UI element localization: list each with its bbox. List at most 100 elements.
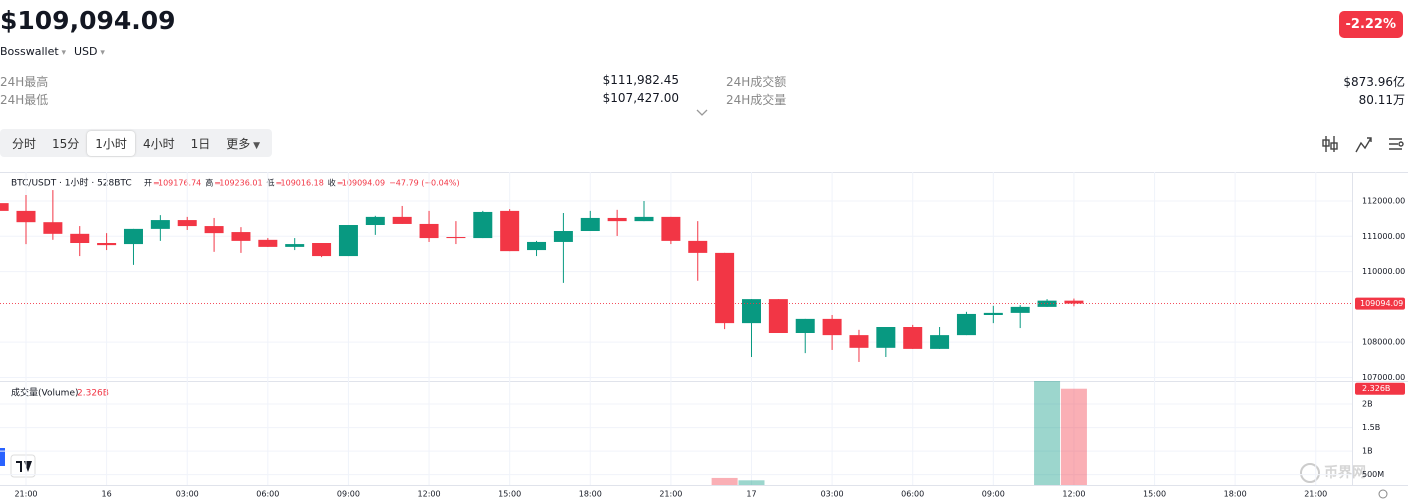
candle-body xyxy=(258,239,278,247)
volume-tick-label: 2B xyxy=(1362,400,1373,409)
interval-tab[interactable]: 15分 xyxy=(52,136,80,151)
interval-tab[interactable]: 更多 ▼ xyxy=(226,136,261,151)
x-tick-label: 06:00 xyxy=(901,490,924,499)
candle-body xyxy=(715,252,735,324)
candle-body xyxy=(97,243,117,246)
x-tick-label: 18:00 xyxy=(1224,490,1247,499)
candle-body xyxy=(338,225,358,257)
volume-value: 2.326B xyxy=(77,389,109,399)
candle-body xyxy=(1064,300,1084,304)
y-tick-label: 107000.00 xyxy=(1362,373,1405,382)
stat-label: 24H成交额 xyxy=(726,75,787,89)
candle-body xyxy=(876,327,896,348)
candle-body xyxy=(16,210,36,223)
candle-body xyxy=(527,241,547,251)
candle-body xyxy=(741,299,761,324)
x-tick-label: 15:00 xyxy=(498,490,521,499)
legend-eq: = xyxy=(153,179,160,188)
toolbar-icons[interactable] xyxy=(1320,133,1405,155)
candle-body xyxy=(607,217,627,222)
tv-logo-mark xyxy=(16,461,32,472)
change-badge: -2.22% xyxy=(1338,11,1403,38)
tv-logo xyxy=(10,454,36,478)
last-price-tag xyxy=(1355,297,1405,310)
volume-tick-label: 500M xyxy=(1362,470,1384,479)
y-tick-label: 108000.00 xyxy=(1362,338,1405,347)
x-tick-label: 03:00 xyxy=(821,490,844,499)
candle-body xyxy=(419,223,439,239)
x-tick-label: 21:00 xyxy=(14,490,37,499)
interval-tab[interactable]: 1小时 xyxy=(87,130,135,156)
candle-body xyxy=(365,216,385,226)
side-handle[interactable] xyxy=(0,448,5,466)
stat-label: 24H成交量 xyxy=(726,93,787,107)
interval-tab[interactable]: 4小时 xyxy=(142,136,175,151)
legend-value: 109016.18 xyxy=(281,179,324,188)
candle-body xyxy=(983,312,1003,316)
volume-bar xyxy=(1060,388,1087,485)
stat-label: 24H最高 xyxy=(0,75,49,89)
stat-value: $873.96亿 xyxy=(1343,75,1405,89)
candle-body xyxy=(956,313,976,336)
x-tick-label: 06:00 xyxy=(256,490,279,499)
candle-body xyxy=(634,216,654,222)
volume-tag-label: 2.326B xyxy=(1362,384,1390,393)
x-tick-label: 18:00 xyxy=(579,490,602,499)
x-tick-label: 21:00 xyxy=(659,490,682,499)
stat-value: $107,427.00 xyxy=(602,91,679,105)
candle-body xyxy=(150,220,170,229)
candle-body xyxy=(285,244,305,247)
volume-bar xyxy=(711,477,738,485)
candle-body xyxy=(822,318,842,336)
wallet-select[interactable]: Bosswallet xyxy=(0,45,66,58)
candle-body xyxy=(768,299,788,334)
last-price-label: 109094.09 xyxy=(1360,299,1403,308)
watermark-icon xyxy=(1300,463,1320,483)
candle-body xyxy=(903,327,923,349)
y-tick-label: 111000.00 xyxy=(1362,232,1405,241)
currency-select[interactable]: USD xyxy=(74,45,105,58)
candle-body xyxy=(312,243,332,257)
x-tick-label: 09:00 xyxy=(982,490,1005,499)
y-tick-label: 110000.00 xyxy=(1362,267,1405,276)
legend-value: 109176.74 xyxy=(158,179,201,188)
symbol: BTC/USDT · 1小时 · 528BTC xyxy=(11,177,132,189)
candle-body xyxy=(177,220,197,227)
x-tick-label: 12:00 xyxy=(1062,490,1085,499)
settings-icon[interactable] xyxy=(1378,489,1388,499)
candle-body xyxy=(231,232,251,241)
candle-body xyxy=(392,216,412,224)
candle-body xyxy=(930,335,950,349)
legend-key: 开 xyxy=(144,179,152,188)
legend-eq: = xyxy=(214,179,221,188)
legend-key: 高 xyxy=(205,178,213,188)
volume-tick-label: 1B xyxy=(1362,447,1373,456)
interval-tab[interactable]: 分时 xyxy=(12,136,37,151)
stat-label: 24H最低 xyxy=(0,93,49,107)
legend-value: 109236.01 xyxy=(219,179,262,188)
candle-body xyxy=(43,222,63,234)
price: $109,094.09 xyxy=(0,6,176,35)
candle-body xyxy=(500,210,520,252)
x-tick-label: 21:00 xyxy=(1304,490,1327,499)
volume-tag xyxy=(1355,382,1405,395)
expand-icon[interactable] xyxy=(695,108,709,118)
x-tick-label: 03:00 xyxy=(176,490,199,499)
candle-body xyxy=(446,237,466,239)
watermark: 币界网 xyxy=(1324,465,1366,481)
candle-body xyxy=(473,211,493,239)
candle-body xyxy=(688,240,708,253)
x-tick-label: 17 xyxy=(746,490,756,499)
stat-value: $111,982.45 xyxy=(602,73,679,87)
volume-tick-label: 1.5B xyxy=(1362,423,1380,432)
stat-value: 80.11万 xyxy=(1358,93,1405,107)
volume-title: 成交量(Volume) xyxy=(11,387,79,399)
candle-body xyxy=(123,228,143,245)
x-tick-label: 15:00 xyxy=(1143,490,1166,499)
interval-tab[interactable]: 1日 xyxy=(190,136,211,151)
candle-body xyxy=(553,231,573,242)
volume-bar xyxy=(738,480,765,485)
y-tick-label: 112000.00 xyxy=(1362,197,1405,206)
candle-body xyxy=(580,217,600,232)
